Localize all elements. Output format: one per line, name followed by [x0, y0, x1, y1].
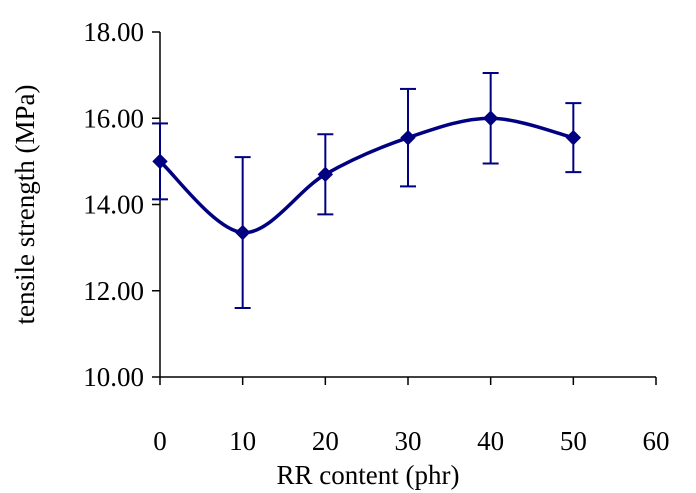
data-markers [152, 110, 582, 241]
axes [159, 32, 656, 378]
x-tick-label: 30 [395, 426, 422, 456]
data-point-marker [234, 224, 251, 241]
data-point-marker [317, 166, 334, 183]
y-tick-label: 18.00 [83, 17, 144, 47]
data-point-marker [482, 110, 499, 126]
series-line [158, 116, 574, 235]
x-tick-label: 0 [153, 426, 167, 456]
y-axis-title: tensile strength (MPa) [10, 85, 40, 325]
y-tick-label: 12.00 [83, 276, 144, 306]
y-ticks: 10.00 12.00 14.00 16.00 18.00 [83, 17, 160, 392]
x-tick-label: 20 [312, 426, 339, 456]
y-tick-label: 10.00 [83, 362, 144, 392]
x-tick-label: 40 [477, 426, 504, 456]
x-axis-title: RR content (phr) [277, 460, 460, 490]
error-bars [152, 71, 582, 309]
x-tick-label: 50 [560, 426, 587, 456]
x-ticks: 0 10 20 30 40 50 60 [153, 377, 670, 456]
y-tick-label: 14.00 [83, 190, 144, 220]
data-point-marker [152, 153, 168, 170]
data-point-marker [400, 129, 416, 146]
x-tick-label: 10 [229, 426, 256, 456]
y-tick-label: 16.00 [83, 103, 144, 133]
x-tick-label: 60 [643, 426, 670, 456]
data-point-marker [565, 129, 582, 146]
